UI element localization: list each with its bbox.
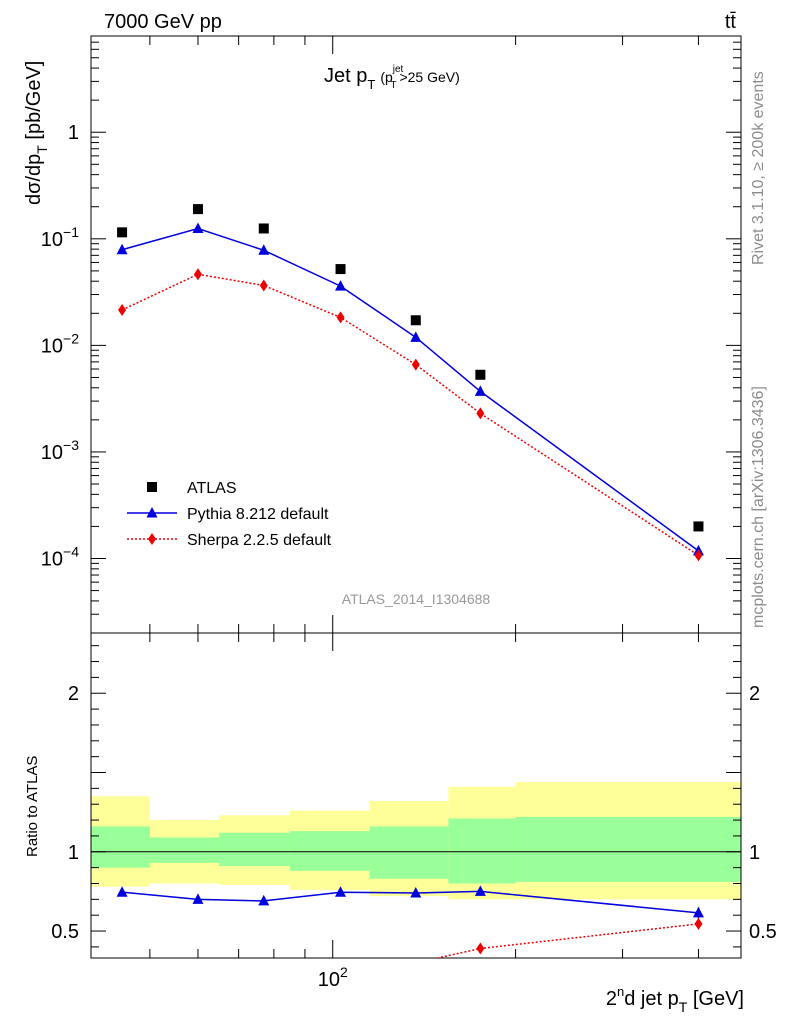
header-right: tt̄ xyxy=(725,11,737,33)
atlas-marker xyxy=(117,227,128,238)
main-y-axis-label: dσ/dpT [pb/GeV] xyxy=(23,61,50,205)
sherpa-marker xyxy=(476,407,485,420)
atlas-marker xyxy=(475,369,486,380)
y-tick-label: 1 xyxy=(68,122,79,144)
pythia-marker xyxy=(192,893,204,904)
ratio-y-axis-label: Ratio to ATLAS xyxy=(24,756,41,857)
ratio-plot: 0.5 0.5 1 1 2 2 102 xyxy=(51,632,777,991)
sherpa-marker xyxy=(193,268,202,281)
atlas-marker xyxy=(693,521,704,532)
atlas-marker xyxy=(335,264,346,275)
pythia-marker xyxy=(192,222,204,233)
stat-band-green xyxy=(369,826,449,879)
pythia-marker xyxy=(116,243,128,255)
sherpa-marker xyxy=(118,303,127,316)
y-tick-label: 10−3 xyxy=(41,437,79,464)
y-tick-label: 10−4 xyxy=(41,544,79,571)
rivet-label: Rivet 3.1.10, ≥ 200k events xyxy=(750,71,767,265)
ratio-y-tick-label-right: 0.5 xyxy=(749,921,777,943)
legend-label: ATLAS xyxy=(187,480,237,497)
pythia-marker xyxy=(474,885,486,896)
stat-band-green xyxy=(289,831,370,871)
legend-label: Sherpa 2.2.5 default xyxy=(187,532,332,549)
sherpa-marker xyxy=(336,311,345,324)
x-tick-label: 102 xyxy=(318,964,348,991)
ratio-y-tick-label: 2 xyxy=(68,683,79,705)
ratio-y-tick-label: 0.5 xyxy=(51,921,79,943)
main-title: Jet pT (pjet T>25 GeV) xyxy=(324,64,460,92)
pythia-marker xyxy=(116,886,128,897)
sherpa-marker xyxy=(476,942,485,955)
ratio-series xyxy=(116,885,704,958)
pythia-marker xyxy=(410,887,422,898)
sherpa-marker xyxy=(694,917,703,930)
y-tick-label: 10−1 xyxy=(41,224,79,251)
ratio-line xyxy=(434,923,699,958)
main-plot: 1 10−1 10−2 10−3 10−4 ATLAS Pythia 8.212 defau… xyxy=(41,35,742,634)
atlas-marker xyxy=(192,204,203,215)
pythia-marker xyxy=(410,331,422,342)
pythia-marker xyxy=(146,507,158,518)
sherpa-marker xyxy=(259,279,268,292)
pythia-marker xyxy=(335,886,347,897)
pythia-marker xyxy=(335,280,347,291)
series-line xyxy=(121,227,699,552)
sherpa-marker xyxy=(694,549,703,562)
header-left: 7000 GeV pp xyxy=(104,11,222,33)
x-axis-label: 2nd jet pT [GeV] xyxy=(606,984,744,1015)
legend-label: Pythia 8.212 default xyxy=(187,506,329,523)
pythia-marker xyxy=(258,244,270,255)
sherpa-marker xyxy=(411,358,420,371)
pythia-marker xyxy=(474,385,486,396)
stat-band-green xyxy=(448,818,516,884)
stat-band-green xyxy=(91,826,150,868)
ratio-y-tick-label-right: 2 xyxy=(749,683,760,705)
atlas-marker xyxy=(410,315,421,326)
stat-band-green xyxy=(515,816,741,882)
ratio-y-tick-label: 1 xyxy=(68,842,79,864)
atlas-marker xyxy=(147,482,157,492)
atlas-marker xyxy=(258,223,269,234)
sherpa-marker xyxy=(148,533,156,545)
ratio-frame xyxy=(90,632,742,959)
pythia-marker xyxy=(258,894,270,906)
y-tick-label: 10−2 xyxy=(41,330,79,357)
ratio-y-tick-label-right: 1 xyxy=(749,842,760,864)
stat-band-green xyxy=(149,837,220,863)
stat-band-green xyxy=(219,832,290,867)
mcplots-label: mcplots.cern.ch [arXiv:1306.3436] xyxy=(750,386,767,628)
analysis-watermark: ATLAS_2014_I1304688 xyxy=(342,591,491,607)
pythia-marker xyxy=(692,906,704,918)
